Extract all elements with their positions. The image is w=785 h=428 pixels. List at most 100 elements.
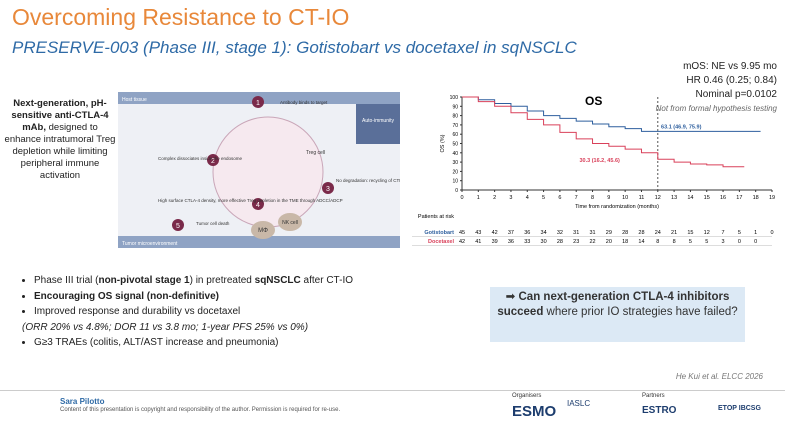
x-tick-label: 8 [591, 195, 594, 201]
at-risk-count: 32 [557, 230, 563, 236]
text-run: Next-generation, pH-sensitive anti-CTLA-… [11, 98, 109, 133]
at-risk-count: 0 [738, 239, 741, 245]
stat: mOS: NE vs 9.95 mo [683, 61, 777, 72]
diagram-label: NK cell [282, 220, 298, 226]
at-risk-count: 37 [508, 230, 514, 236]
x-tick-label: 19 [769, 195, 775, 201]
disclaimer: Content of this presentation is copyrigh… [60, 407, 341, 413]
x-tick-label: 12 [655, 195, 661, 201]
x-tick-label: 9 [607, 195, 610, 201]
nk-cell [278, 213, 302, 231]
text-run: non-pivotal stage 1 [98, 275, 190, 286]
at-risk-count: 21 [671, 230, 677, 236]
km-curve [462, 96, 745, 168]
label: Organisers [512, 393, 542, 399]
at-risk-count: 1 [754, 230, 757, 236]
at-risk-count: 28 [557, 239, 563, 245]
km-curve [462, 96, 761, 132]
at-risk-name: Gotistobart [424, 230, 454, 236]
y-tick-label: 10 [452, 179, 458, 185]
diagram-label: Tumor microenvironment [122, 241, 178, 247]
at-risk-count: 23 [573, 239, 579, 245]
bullet-list: G≥3 TRAEs (colitis, ALT/AST increase and… [22, 335, 353, 351]
text-run: Improved response and durability vs doce… [34, 306, 241, 317]
at-risk-count: 12 [704, 230, 710, 236]
author: Sara Pilotto [60, 397, 105, 406]
y-tick-label: 20 [452, 169, 458, 175]
y-tick-label: 30 [452, 160, 458, 166]
at-risk-count: 7 [722, 230, 725, 236]
x-tick-label: 5 [542, 195, 545, 201]
x-tick-label: 16 [720, 195, 726, 201]
at-risk-count: 33 [524, 239, 530, 245]
x-tick-label: 14 [687, 195, 693, 201]
text-run: sqNSCLC [254, 275, 301, 286]
at-risk-count: 36 [508, 239, 514, 245]
x-tick-label: 11 [639, 195, 645, 201]
at-risk-count: 28 [622, 230, 628, 236]
stat: Nominal p=0.0102 [695, 89, 777, 100]
text-run: Encouraging OS signal (non-definitive) [34, 290, 220, 302]
at-risk-count: 41 [475, 239, 481, 245]
at-risk-count: 28 [638, 230, 644, 236]
x-tick-label: 6 [558, 195, 561, 201]
diagram-label: MΦ [258, 228, 268, 234]
chart-title: OS [585, 94, 602, 108]
text-run: ➡ [505, 291, 519, 303]
at-risk-count: 39 [492, 239, 498, 245]
step-number: 4 [256, 202, 260, 209]
footer: Sara Pilotto Content of this presentatio… [0, 390, 785, 428]
y-tick-label: 90 [452, 104, 458, 110]
at-risk-count: 8 [656, 239, 659, 245]
at-risk-count: 0 [754, 239, 757, 245]
note: (ORR 20% vs 4.8%; DOR 11 vs 3.8 mo; 1-ye… [22, 321, 309, 333]
diagram-label: No degradation: recycling of CTLA-4 and … [336, 178, 400, 183]
at-risk-count: 8 [673, 239, 676, 245]
question-box: ➡ Can next-generation CTLA-4 inhibitors … [490, 287, 745, 342]
y-tick-label: 70 [452, 123, 458, 129]
stat: HR 0.46 (0.25; 0.84) [686, 75, 777, 86]
at-risk-count: 22 [589, 239, 595, 245]
at-risk-count: 45 [459, 230, 465, 236]
text-run: G≥3 TRAEs (colitis, ALT/AST increase and… [34, 337, 279, 348]
step-badge [252, 198, 264, 210]
bullet: Encouraging OS signal (non-definitive) [34, 289, 353, 305]
step-number: 2 [211, 158, 215, 165]
at-risk-title: Patients at risk [418, 214, 454, 220]
y-tick-label: 0 [455, 188, 458, 194]
label: Partners [642, 393, 665, 399]
title: Overcoming Resistance to CT-IO [12, 4, 350, 30]
text-run: Can next-generation CTLA-4 inhibitors su… [497, 291, 730, 318]
cell [212, 116, 324, 228]
bullet: Phase III trial (non-pivotal stage 1) in… [34, 273, 353, 289]
at-risk-count: 5 [689, 239, 692, 245]
diagram-label: Auto-immunity [362, 118, 394, 124]
at-risk-count: 15 [687, 230, 693, 236]
text-run: designed to enhance intratumoral Treg de… [4, 122, 116, 181]
step-badge [172, 219, 184, 231]
x-tick-label: 10 [622, 195, 628, 201]
annotation: 63.1 (46.9, 75.9) [661, 125, 702, 131]
at-risk-count: 3 [722, 239, 725, 245]
intro: Next-generation, pH-sensitive anti-CTLA-… [4, 98, 116, 182]
at-risk-count: 0 [770, 230, 773, 236]
macrophage [251, 221, 275, 239]
x-tick-label: 0 [460, 195, 463, 201]
at-risk-count: 36 [524, 230, 530, 236]
step-badge [207, 154, 219, 166]
at-risk-count: 24 [655, 230, 661, 236]
step-badge [322, 182, 334, 194]
at-risk-count: 42 [492, 230, 498, 236]
y-tick-label: 40 [452, 151, 458, 157]
stats: mOS: NE vs 9.95 mo HR 0.46 (0.25; 0.84) No… [656, 60, 777, 116]
subtitle: PRESERVE-003 (Phase III, stage 1): Gotis… [12, 38, 577, 57]
y-tick-label: 60 [452, 132, 458, 138]
x-tick-label: 3 [509, 195, 512, 201]
text-run: Phase III trial ( [34, 275, 99, 286]
bullet: G≥3 TRAEs (colitis, ALT/AST increase and… [34, 335, 353, 351]
x-tick-label: 7 [575, 195, 578, 201]
at-risk-count: 43 [475, 230, 481, 236]
x-tick-label: 2 [493, 195, 496, 201]
